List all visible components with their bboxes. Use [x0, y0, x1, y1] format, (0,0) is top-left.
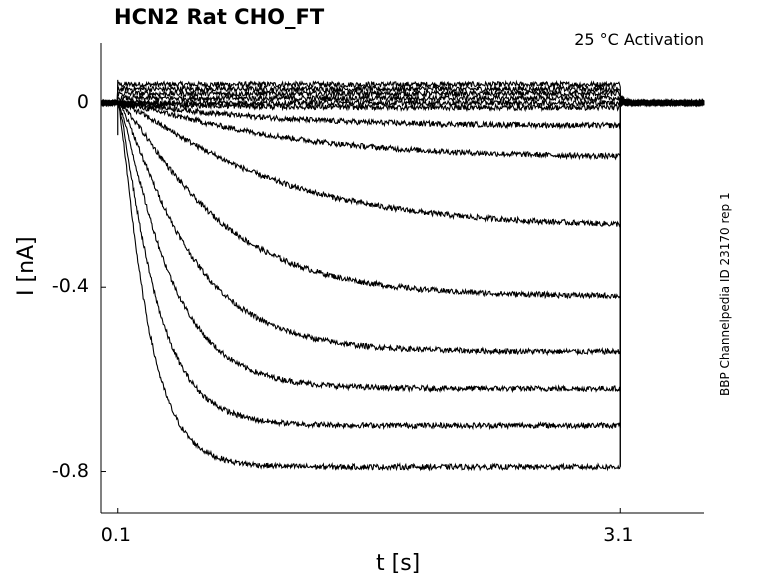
current-trace-4 — [100, 93, 705, 108]
current-trace-9 — [100, 98, 705, 228]
x-axis-label: t [s] — [376, 551, 421, 576]
current-trace-11 — [100, 98, 705, 357]
current-trace-14 — [100, 98, 705, 472]
current-trace-7 — [100, 98, 705, 130]
y-tick-label: -0.4 — [51, 275, 89, 298]
x-tick-label: 3.1 — [603, 524, 634, 546]
chart-title: HCN2 Rat CHO_FT — [114, 5, 325, 29]
x-tick-label: 0.1 — [100, 524, 131, 546]
temperature-annotation: 25 °C Activation — [574, 30, 704, 49]
y-tick-label: -0.8 — [51, 459, 89, 482]
current-trace-2 — [100, 84, 705, 108]
current-trace-1 — [100, 79, 705, 108]
current-trace-13 — [100, 98, 705, 431]
current-trace-8 — [100, 98, 705, 161]
y-tick-label: 0 — [76, 90, 89, 113]
current-trace-6 — [100, 98, 705, 113]
current-trace-3 — [100, 88, 705, 108]
current-trace-10 — [100, 98, 705, 300]
current-trace-12 — [100, 98, 705, 394]
